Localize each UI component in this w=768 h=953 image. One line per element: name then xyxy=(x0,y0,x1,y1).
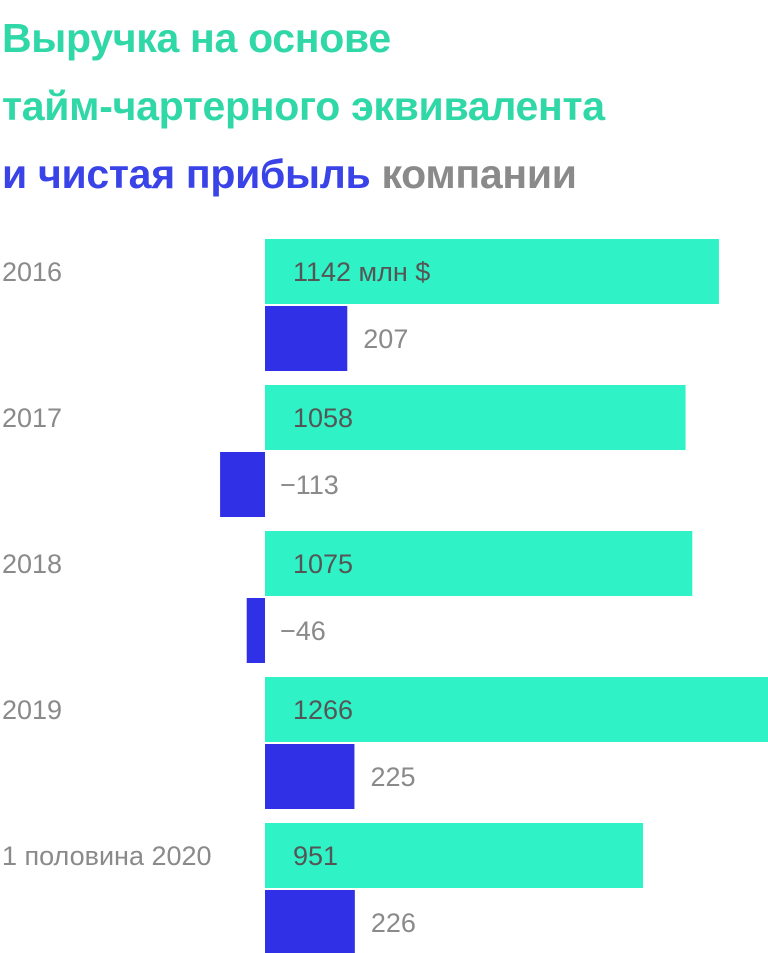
chart-title: Выручка на основе тайм-чартерного эквива… xyxy=(2,4,762,208)
profit-bar xyxy=(265,306,348,371)
profit-value-label: −113 xyxy=(280,470,339,500)
revenue-bar xyxy=(265,239,719,304)
revenue-value-label: 1058 xyxy=(293,403,353,433)
title-line-3: и чистая прибыль компании xyxy=(2,140,762,208)
title-line-1: Выручка на основе xyxy=(2,15,391,61)
title-profit-part: и чистая прибыль xyxy=(2,151,371,197)
category-label: 1 половина 2020 xyxy=(2,841,212,871)
category-label: 2019 xyxy=(2,695,62,725)
revenue-bar xyxy=(265,677,768,742)
profit-bar xyxy=(265,890,355,953)
category-label: 2017 xyxy=(2,403,62,433)
profit-bar xyxy=(265,744,355,809)
profit-value-label: 225 xyxy=(370,762,415,792)
revenue-bar xyxy=(265,823,644,888)
revenue-value-label: 1142 млн $ xyxy=(293,257,430,287)
revenue-value-label: 1075 xyxy=(293,549,353,579)
category-label: 2016 xyxy=(2,257,62,287)
category-label: 2018 xyxy=(2,549,62,579)
revenue-value-label: 1266 xyxy=(293,695,353,725)
profit-bar xyxy=(246,598,265,663)
profit-value-label: −46 xyxy=(280,616,326,646)
revenue-bar xyxy=(265,385,686,450)
profit-bar xyxy=(220,452,265,517)
profit-value-label: 226 xyxy=(371,908,416,938)
revenue-bar xyxy=(265,531,693,596)
revenue-value-label: 951 xyxy=(293,841,338,871)
title-company-part: компании xyxy=(381,151,577,197)
profit-value-label: 207 xyxy=(363,324,408,354)
title-line-2: тайм-чартерного эквивалента xyxy=(2,83,605,129)
